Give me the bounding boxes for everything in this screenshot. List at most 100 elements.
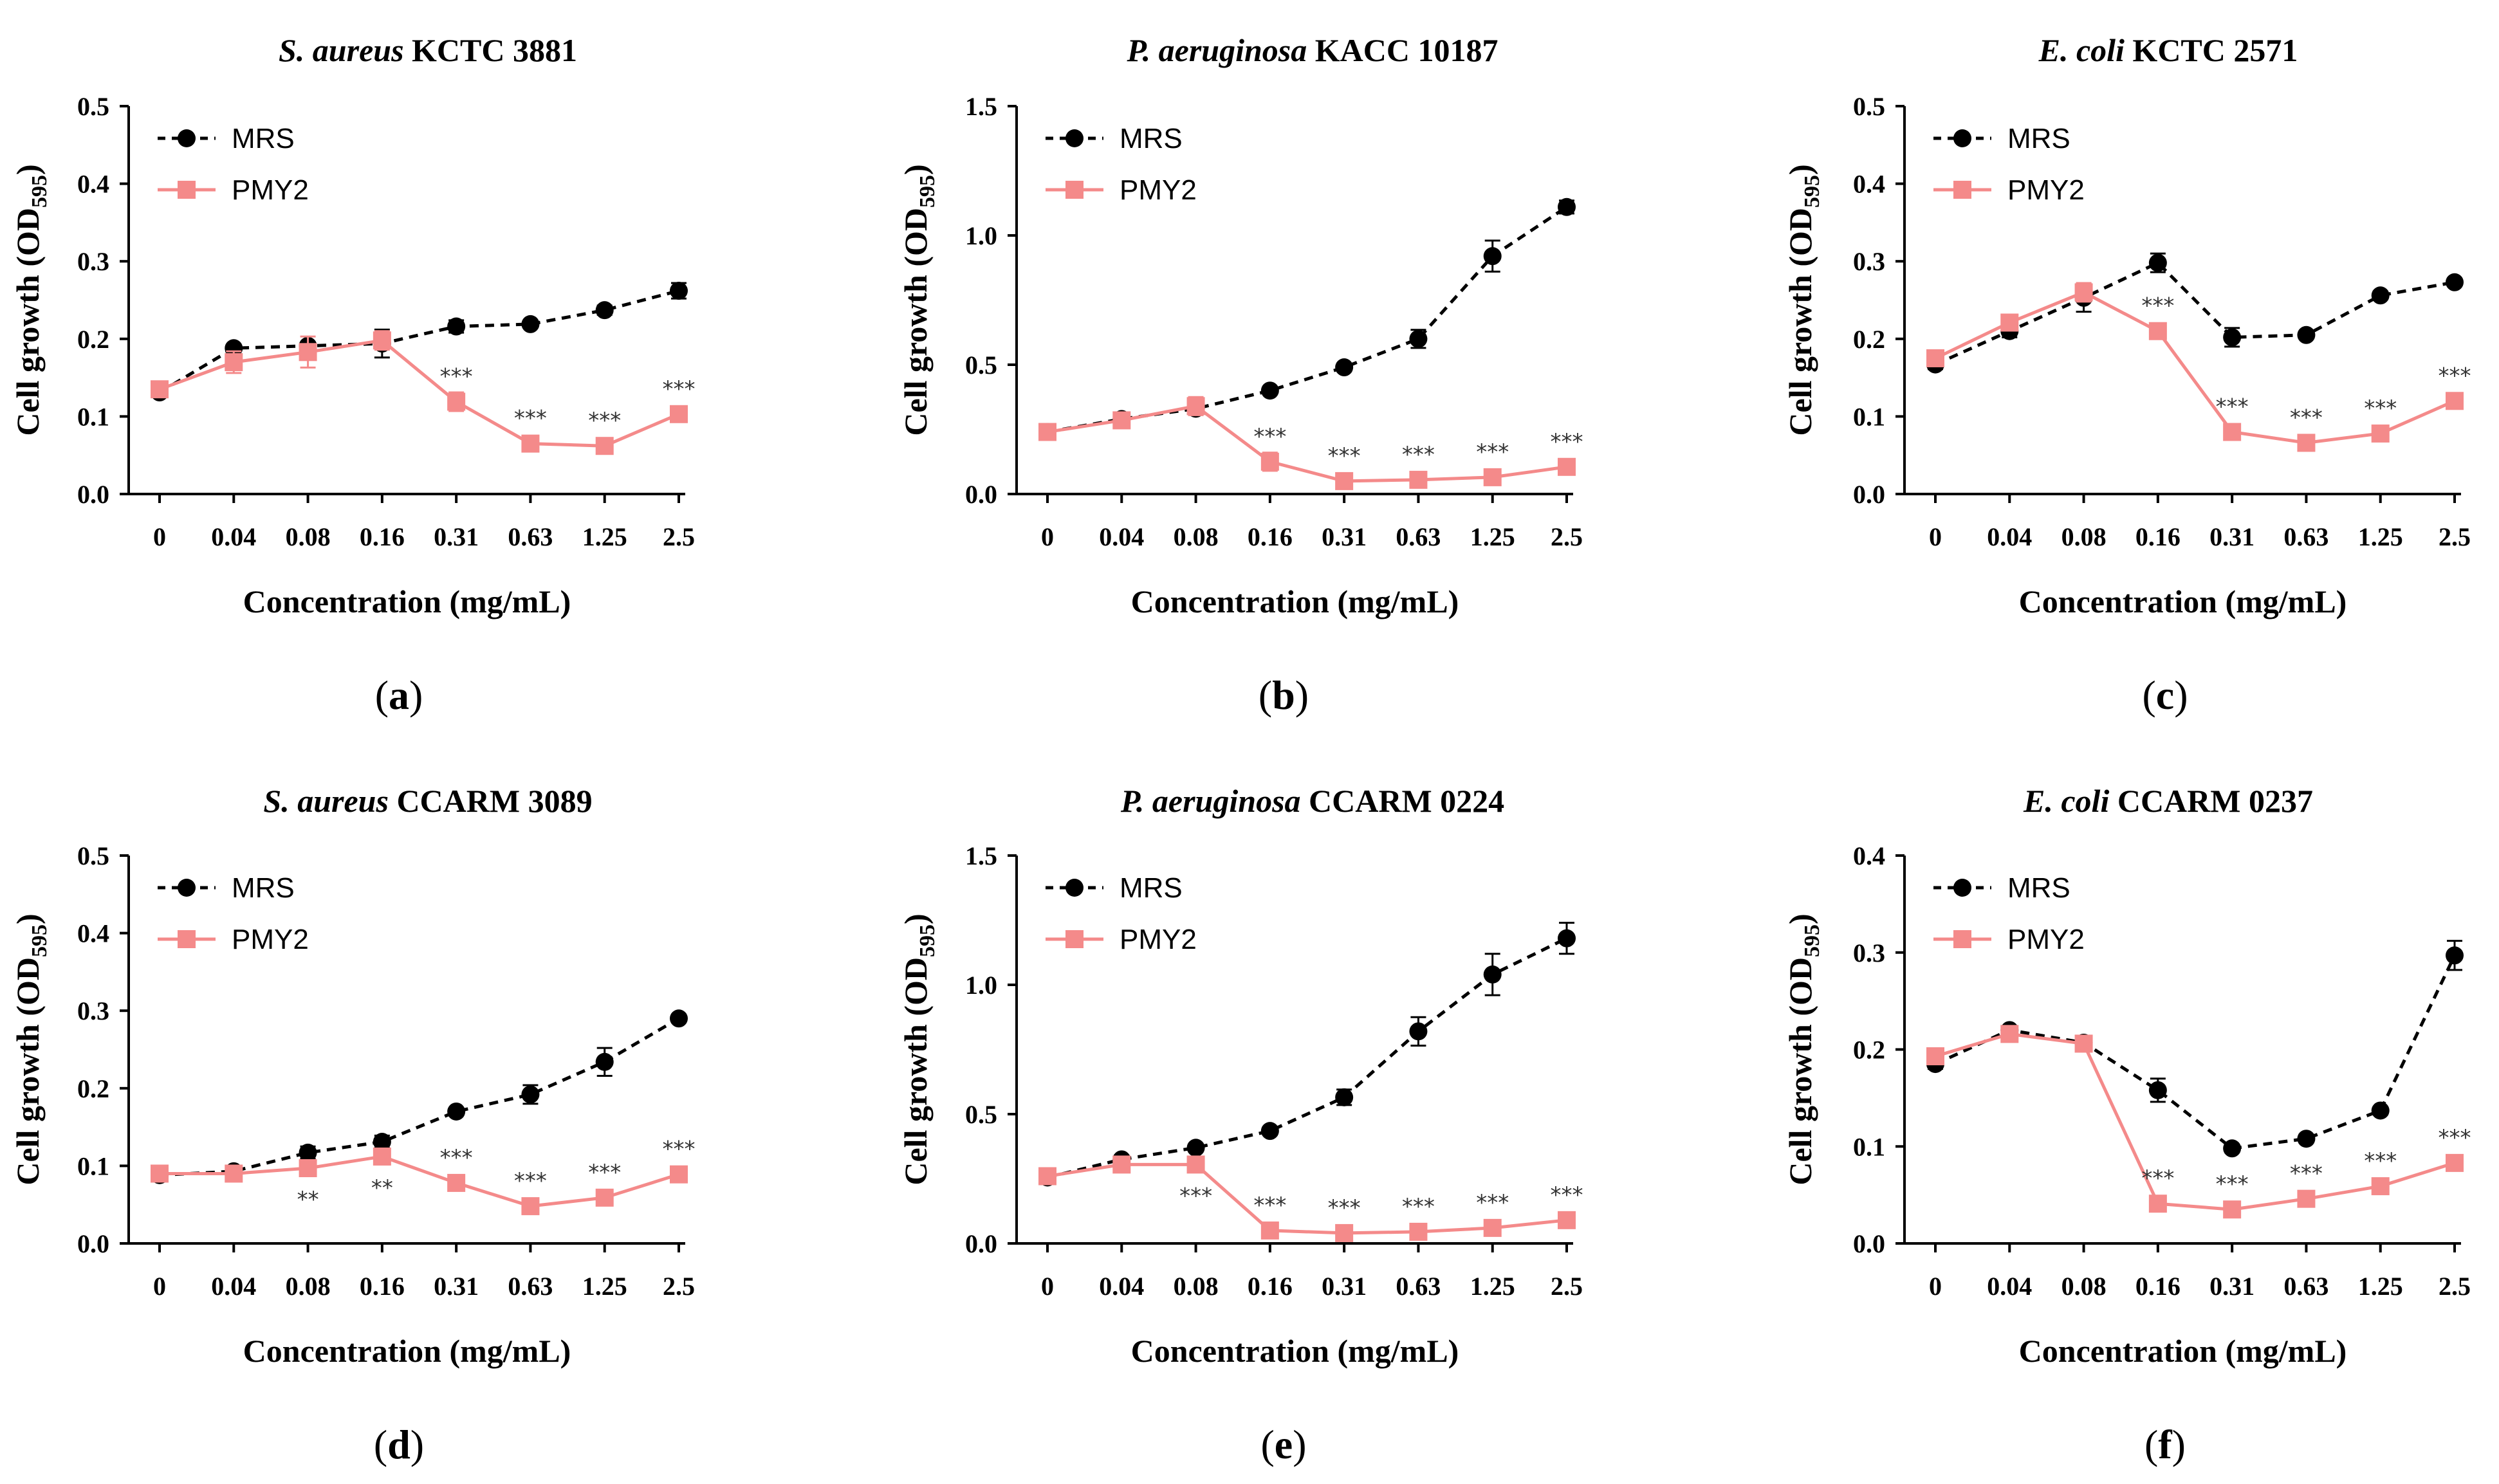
y-tick-label: 1.0 <box>965 221 997 250</box>
chart-panel-e: P. aeruginosa CCARM 0224 0.0 0.5 1.0 1.5 0 0.0… <box>898 783 1583 1467</box>
legend-label-pmy2: PMY2 <box>2007 174 2085 206</box>
legend-marker-pmy2 <box>1953 181 1971 199</box>
data-point-pmy2 <box>1112 1155 1131 1174</box>
y-tick-label: 0.1 <box>77 402 109 431</box>
x-tick-label: 1.25 <box>2358 1272 2403 1301</box>
legend-label-pmy2: PMY2 <box>232 924 309 955</box>
y-axis-title: Cell growth (OD595) <box>1782 913 1824 1185</box>
y-tick-label: 0.0 <box>77 480 109 509</box>
legend-label-pmy2: PMY2 <box>232 174 309 206</box>
data-point-pmy2 <box>1558 457 1576 476</box>
significance-label: *** <box>2439 363 2471 389</box>
data-point-mrs <box>1483 965 1502 984</box>
series-line-pmy2 <box>1047 1162 1567 1235</box>
panel-label: (d) <box>374 1422 424 1467</box>
legend-marker-mrs <box>1065 129 1084 147</box>
data-point-pmy2 <box>1558 1211 1576 1229</box>
x-tick-label: 0.08 <box>2061 522 2107 551</box>
x-tick-label: 0.16 <box>2135 1272 2181 1301</box>
x-tick-label: 0 <box>153 522 166 551</box>
y-axis-title: Cell growth (OD595) <box>898 913 939 1185</box>
y-axis-title: Cell growth (OD595) <box>898 164 939 435</box>
series-line-mrs <box>158 289 679 394</box>
data-point-mrs <box>2446 946 2464 965</box>
data-point-mrs <box>1483 247 1502 266</box>
chart-title-species: E. coli <box>2038 32 2125 68</box>
data-point-mrs <box>1558 197 1576 216</box>
significance-label: ** <box>371 1175 393 1201</box>
legend-marker-pmy2 <box>1065 181 1084 199</box>
data-point-pmy2 <box>2446 1153 2464 1172</box>
data-point-mrs <box>1186 1139 1205 1157</box>
series-line-mrs <box>1934 955 2457 1150</box>
y-axis-title: Cell growth (OD595) <box>1782 164 1824 435</box>
x-tick-label: 0.63 <box>508 1272 553 1301</box>
chart-title: S. aureus KCTC 3881 <box>279 32 577 68</box>
x-tick-label: 0.04 <box>1099 522 1144 551</box>
panel-label: (b) <box>1259 672 1309 718</box>
x-tick-label: 1.25 <box>582 1272 627 1301</box>
x-tick-label: 0.16 <box>2135 522 2181 551</box>
data-point-pmy2 <box>151 380 169 399</box>
x-tick-label: 0.31 <box>2209 522 2255 551</box>
significance-label: *** <box>514 1168 547 1194</box>
y-tick-label: 0.1 <box>77 1151 109 1180</box>
data-point-pmy2 <box>151 1164 169 1183</box>
significance-label: *** <box>2439 1125 2471 1151</box>
series-line-pmy2 <box>159 338 679 448</box>
chart-panel-b: P. aeruginosa KACC 10187 0.0 0.5 1.0 1.5 0 0.0… <box>898 32 1583 718</box>
x-tick-label: 2.5 <box>1551 1272 1583 1301</box>
x-axis-title: Concentration (mg/mL) <box>2019 1333 2347 1369</box>
significance-label: *** <box>1476 439 1509 465</box>
x-tick-label: 0 <box>1929 522 1942 551</box>
data-point-pmy2 <box>2074 1034 2093 1053</box>
significance-label: *** <box>1402 442 1435 468</box>
significance-label: *** <box>2216 394 2249 420</box>
x-axis-title: Concentration (mg/mL) <box>1131 583 1459 619</box>
x-tick-label: 2.5 <box>2439 522 2471 551</box>
data-point-pmy2 <box>299 1159 317 1178</box>
data-point-pmy2 <box>2297 1189 2316 1208</box>
x-tick-label: 2.5 <box>1551 522 1583 551</box>
x-tick-label: 2.5 <box>663 1272 695 1301</box>
legend-label-mrs: MRS <box>232 872 295 904</box>
significance-label: *** <box>2364 396 2397 421</box>
data-point-mrs <box>1335 1088 1354 1106</box>
y-tick-label: 0.5 <box>965 1100 997 1129</box>
significance-label: *** <box>1551 429 1583 455</box>
x-tick-label: 2.5 <box>2439 1272 2471 1301</box>
significance-label: *** <box>1328 443 1361 469</box>
legend-label-pmy2: PMY2 <box>1120 174 1197 206</box>
data-point-mrs <box>1409 1022 1428 1041</box>
y-tick-label: 0.0 <box>1853 1229 1885 1258</box>
y-tick-label: 0.4 <box>1853 841 1885 870</box>
legend-marker-pmy2 <box>1953 930 1971 948</box>
x-tick-label: 1.25 <box>1470 522 1515 551</box>
x-tick-label: 0.04 <box>211 522 256 551</box>
x-tick-label: 1.25 <box>582 522 627 551</box>
series-line-mrs <box>1047 205 1568 434</box>
data-point-mrs <box>447 317 466 336</box>
significance-label: *** <box>2364 1148 2397 1174</box>
data-point-pmy2 <box>2297 434 2316 452</box>
y-tick-label: 0.0 <box>965 480 997 509</box>
chart-title-strain: CCARM 0237 <box>2109 783 2313 819</box>
x-tick-label: 0.63 <box>2283 1272 2328 1301</box>
x-tick-label: 0.16 <box>360 1272 405 1301</box>
x-tick-label: 0.31 <box>2209 1272 2255 1301</box>
data-point-pmy2 <box>1335 472 1354 490</box>
significance-label: *** <box>1328 1195 1361 1221</box>
x-axis-title: Concentration (mg/mL) <box>243 583 571 619</box>
data-point-mrs <box>595 301 614 320</box>
data-point-mrs <box>373 1133 391 1151</box>
y-tick-label: 0.5 <box>77 841 109 870</box>
chart-title: E. coli CCARM 0237 <box>2023 783 2313 819</box>
data-point-mrs <box>670 282 688 300</box>
x-tick-label: 2.5 <box>663 522 695 551</box>
y-tick-label: 0.3 <box>77 247 109 276</box>
data-point-pmy2 <box>1260 452 1279 471</box>
chart-title-strain: CCARM 3089 <box>389 783 593 819</box>
data-point-mrs <box>670 1009 688 1028</box>
x-tick-label: 0.63 <box>1396 1272 1441 1301</box>
